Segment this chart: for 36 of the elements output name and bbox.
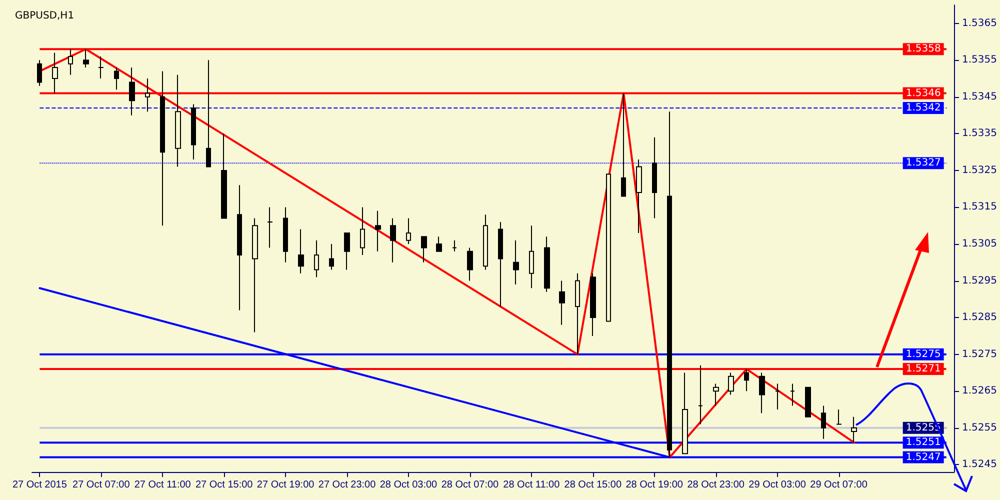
- y-tick-label: 1.5285: [962, 312, 998, 324]
- ref-line-label: 1.5342: [906, 102, 941, 114]
- y-tick-label: 1.5295: [962, 275, 998, 286]
- y-tick-label: 1.5305: [962, 238, 998, 250]
- x-tick-label: 27 Oct 19:00: [256, 480, 315, 490]
- x-tick-label: 27 Oct 15:00: [195, 480, 254, 490]
- x-tick-label: 27 Oct 23:00: [318, 480, 376, 490]
- x-tick-label: 29 Oct 07:00: [810, 480, 868, 490]
- y-tick-label: 1.5245: [962, 459, 998, 470]
- ref-line-label: 1.5247: [906, 452, 941, 463]
- y-tick-label: 1.5345: [962, 91, 998, 102]
- x-tick-label: 27 Oct 2015: [12, 480, 68, 490]
- x-tick-label: 29 Oct 03:00: [748, 480, 806, 490]
- ref-line-label: 1.5271: [906, 364, 941, 375]
- ref-line-label: 1.5275: [906, 348, 941, 360]
- x-tick-label: 28 Oct 07:00: [441, 480, 500, 490]
- ref-line-label: 1.5327: [906, 158, 941, 169]
- y-tick-label: 1.5255: [962, 422, 998, 434]
- x-tick-label: 27 Oct 11:00: [134, 480, 192, 490]
- x-tick-label: 28 Oct 19:00: [626, 480, 684, 490]
- x-tick-label: 28 Oct 23:00: [687, 480, 745, 490]
- y-tick-label: 1.5325: [962, 164, 998, 176]
- x-tick-label: 28 Oct 03:00: [380, 480, 438, 490]
- x-tick-label: 28 Oct 11:00: [503, 480, 560, 490]
- y-tick-label: 1.5365: [962, 18, 998, 29]
- y-tick-label: 1.5355: [962, 54, 998, 66]
- x-tick-label: 27 Oct 07:00: [72, 480, 130, 490]
- ref-line-label: 1.5358: [906, 44, 941, 55]
- text: GBPUSD,H1: [15, 10, 74, 22]
- y-tick-label: 1.5265: [962, 386, 998, 397]
- ref-line-label: 1.5346: [906, 88, 941, 99]
- x-tick-label: 28 Oct 15:00: [564, 480, 622, 490]
- ref-line-label: 1.5251: [906, 437, 941, 448]
- y-tick-label: 1.5275: [962, 348, 998, 360]
- y-tick-label: 1.5335: [962, 128, 998, 140]
- y-tick-label: 1.5315: [962, 202, 998, 213]
